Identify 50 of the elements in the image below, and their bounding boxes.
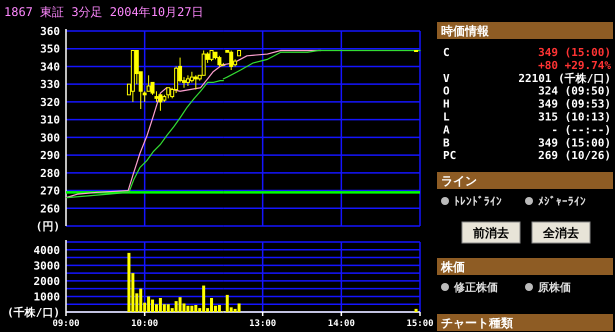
y-tick-label: 3000 [34,259,60,272]
text: 株価 [440,260,465,274]
category-label: H [443,98,450,111]
text: 全消去 [542,226,579,240]
text: 349 (15:00) [538,136,611,150]
text: ﾒｼﾞｬｰﾗｲﾝ [538,195,586,208]
text: 315 (10:13) [538,110,611,124]
text: 原株価 [537,281,571,294]
x-tick-label: 15:00 [406,319,434,329]
y-tick-label: 340 [40,60,60,74]
text: 22101 (千株/口) [518,72,611,85]
category-label: C [443,46,450,59]
text: +80 +29.74% [538,58,611,72]
text: ﾄﾚﾝﾄﾞﾗｲﾝ [454,195,502,208]
y-tick-label: 280 [40,166,60,180]
chart-title: 1867 東証 3分足 2004年10月27日 [4,5,204,19]
text: ライン [441,174,477,188]
category-label: V [443,72,450,85]
text: 324 (09:50) [538,84,611,98]
x-tick-label: 14:00 [328,319,355,329]
y-tick-label: 310 [40,114,60,127]
category-label: L [443,110,450,124]
category-label: A [443,123,450,136]
y-tick-label: 260 [40,202,60,216]
text: 349 (09:53) [538,98,611,111]
text: 前消去 [472,226,509,240]
x-tick-label: 09:00 [52,319,80,329]
y-tick-label: 2000 [34,274,60,288]
text: 349 (15:00) [538,46,611,59]
y-tick-label: 1000 [34,290,60,304]
y-tick-label: (千株/口) [7,306,60,319]
category-label: B [443,136,450,150]
y-tick-label: 4000 [34,244,60,257]
y-tick-label: 290 [40,149,60,162]
category-label: PC [443,149,456,162]
y-tick-label: 270 [40,184,60,198]
x-tick-label: 13:00 [249,319,276,329]
y-tick-label: 330 [40,78,60,92]
y-tick-label: 360 [40,25,60,38]
text: - (--:--) [551,123,611,136]
y-tick-label: 350 [40,42,60,56]
text: 修正株価 [453,281,498,294]
text: 269 (10/26) [538,149,611,162]
y-tick-label: 320 [40,96,60,109]
y-tick-label: (円) [36,220,60,233]
text: チャート種類 [441,316,513,330]
x-tick-label: 10:00 [131,319,158,329]
category-label: O [443,84,450,98]
y-tick-label: 300 [40,131,60,144]
text: 時価情報 [441,24,490,38]
